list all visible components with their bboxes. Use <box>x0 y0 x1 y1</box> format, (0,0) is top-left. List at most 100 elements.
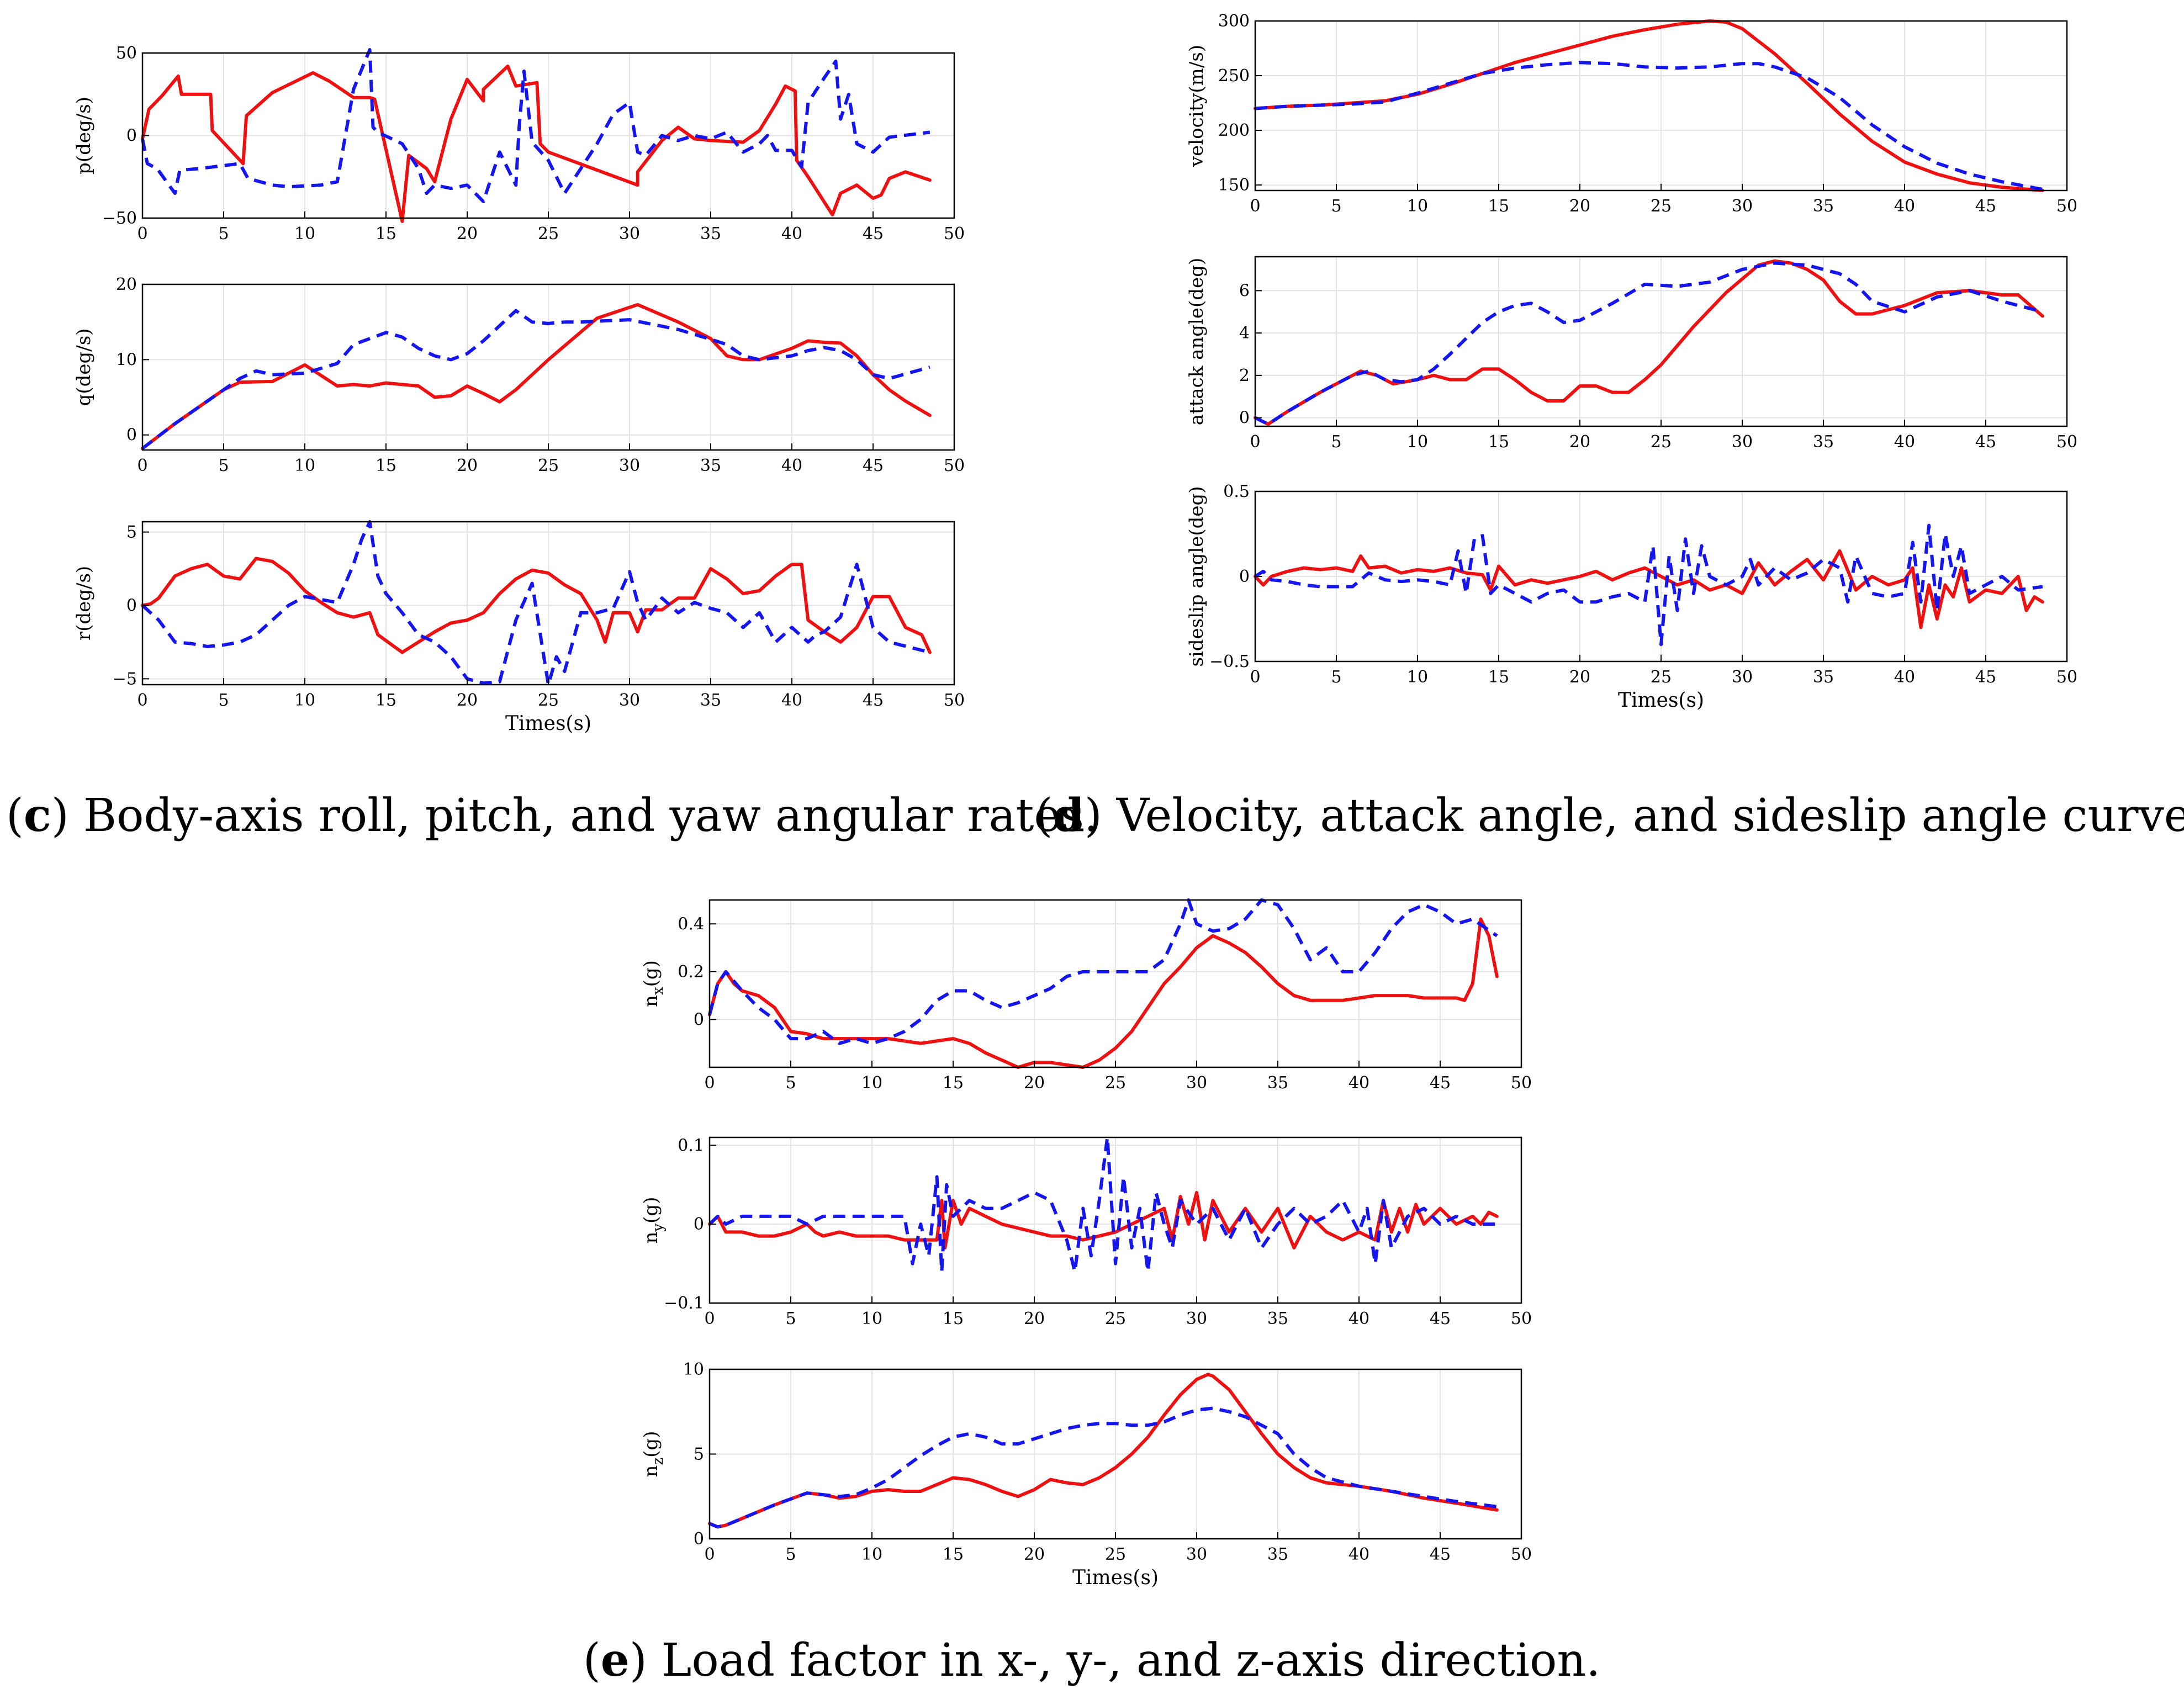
x-axis-label: Times(s) <box>1072 1566 1159 1589</box>
x-tick-label: 50 <box>1511 1309 1532 1328</box>
series-line-red-solid <box>141 64 932 223</box>
y-tick-label: 4 <box>1239 324 1250 343</box>
x-tick-label: 10 <box>861 1545 882 1564</box>
x-tick-label: 20 <box>1024 1073 1045 1093</box>
x-tick-label: 20 <box>1024 1545 1045 1564</box>
y-axis-label: attack angle(deg) <box>1186 258 1208 425</box>
y-tick-label: 0 <box>126 126 137 146</box>
y-tick-label: −0.5 <box>1209 652 1250 671</box>
caption-e-label: e <box>601 1634 630 1687</box>
x-tick-label: 15 <box>376 456 396 475</box>
x-tick-label: 15 <box>376 691 396 710</box>
x-tick-label: 45 <box>1430 1073 1451 1093</box>
series-line-blue-dashed <box>141 48 930 204</box>
x-tick-label: 10 <box>861 1073 882 1093</box>
y-axis-label: velocity(m/s) <box>1186 45 1208 167</box>
x-tick-label: 10 <box>294 224 315 243</box>
x-tick-label: 0 <box>137 456 147 475</box>
x-tick-label: 15 <box>1488 432 1509 452</box>
caption-e: (e) Load factor in x-, y-, and z-axis di… <box>583 1634 1601 1687</box>
x-tick-label: 5 <box>785 1073 796 1093</box>
y-tick-label: 10 <box>116 350 137 369</box>
x-tick-label: 5 <box>1331 197 1341 216</box>
y-tick-label: 5 <box>694 1445 704 1464</box>
y-axis-label: p(deg/s) <box>73 97 95 174</box>
y-tick-label: 0 <box>126 596 137 615</box>
x-tick-label: 35 <box>1813 197 1834 216</box>
series-line-red-solid <box>141 303 932 451</box>
x-tick-label: 0 <box>1250 197 1260 216</box>
x-tick-label: 45 <box>863 691 884 710</box>
x-tick-label: 10 <box>1407 432 1428 452</box>
x-tick-label: 5 <box>785 1309 796 1328</box>
x-tick-label: 25 <box>538 691 559 710</box>
x-tick-label: 35 <box>1813 432 1834 452</box>
x-tick-label: 45 <box>1975 197 1996 216</box>
x-tick-label: 45 <box>863 456 884 475</box>
y-tick-label: 2 <box>1239 366 1250 385</box>
y-tick-label: 0 <box>126 426 137 445</box>
x-tick-label: 25 <box>1651 432 1672 452</box>
x-tick-label: 40 <box>781 691 802 710</box>
series-line-red-solid <box>1254 259 2044 426</box>
series-line-blue-dashed <box>708 1136 1497 1273</box>
plot-nx: 0 5 10 15 20 25 30 35 40 45 50 0.4 0.2 0 nx(g) <box>640 898 1532 1093</box>
plot-ny: 0 5 10 15 20 25 30 35 40 45 500.10−0.1ny(g) <box>640 1136 1532 1328</box>
x-tick-label: 0 <box>1250 668 1260 687</box>
x-tick-label: 20 <box>1569 432 1590 452</box>
x-tick-label: 30 <box>619 691 640 710</box>
y-tick-label: 300 <box>1218 12 1250 31</box>
y-axis-label: ny(g) <box>640 1197 667 1244</box>
x-tick-label: 5 <box>1331 432 1341 452</box>
x-tick-label: 25 <box>1651 197 1672 216</box>
y-tick-label: 6 <box>1239 281 1250 300</box>
x-axis-label: Times(s) <box>1618 689 1704 712</box>
x-tick-label: 30 <box>619 224 640 243</box>
x-tick-label: 35 <box>1267 1545 1288 1564</box>
series-line-blue-dashed <box>1254 261 2043 426</box>
caption-d-label: d <box>1053 789 1085 842</box>
caption-c-text: ) Body-axis roll, pitch, and yaw angular… <box>51 790 1098 842</box>
x-tick-label: 15 <box>1488 197 1509 216</box>
x-tick-label: 25 <box>538 224 559 243</box>
x-tick-label: 50 <box>1511 1545 1532 1564</box>
x-tick-label: 40 <box>781 224 802 243</box>
x-tick-label: 30 <box>1732 668 1753 687</box>
x-tick-label: 5 <box>785 1545 796 1564</box>
x-tick-label: 10 <box>294 691 315 710</box>
y-tick-label: −0.1 <box>664 1294 704 1313</box>
x-tick-label: 25 <box>1651 668 1672 687</box>
caption-c: (c) Body-axis roll, pitch, and yaw angul… <box>6 789 1098 842</box>
x-tick-label: 35 <box>1813 668 1834 687</box>
x-tick-label: 20 <box>457 691 478 710</box>
x-tick-label: 40 <box>1349 1073 1369 1093</box>
series-line-red-solid <box>708 1191 1499 1249</box>
caption-d: (d) Velocity, attack angle, and sideslip… <box>1035 789 2184 842</box>
x-tick-label: 5 <box>218 456 229 475</box>
y-axis-label: r(deg/s) <box>73 566 95 640</box>
x-tick-label: 50 <box>944 456 965 475</box>
y-tick-label: 10 <box>683 1360 704 1379</box>
x-tick-label: 50 <box>2056 197 2077 216</box>
y-tick-label: 0.2 <box>678 962 704 982</box>
x-tick-label: 5 <box>1331 668 1341 687</box>
x-tick-label: 45 <box>863 224 884 243</box>
y-tick-label: 0.1 <box>678 1136 704 1155</box>
x-tick-label: 25 <box>1105 1309 1126 1328</box>
series-line-blue-dashed <box>141 520 930 686</box>
y-tick-label: 0 <box>694 1010 704 1029</box>
x-tick-label: 0 <box>704 1545 715 1564</box>
x-tick-label: 50 <box>944 691 965 710</box>
x-tick-label: 20 <box>457 224 478 243</box>
y-tick-label: −5 <box>113 669 137 689</box>
x-tick-label: 35 <box>700 224 721 243</box>
series-line-red-solid <box>708 1373 1499 1529</box>
x-tick-label: 30 <box>1186 1545 1207 1564</box>
series-line-red-solid <box>1254 549 2044 629</box>
x-tick-label: 40 <box>781 456 802 475</box>
x-tick-label: 15 <box>376 224 396 243</box>
